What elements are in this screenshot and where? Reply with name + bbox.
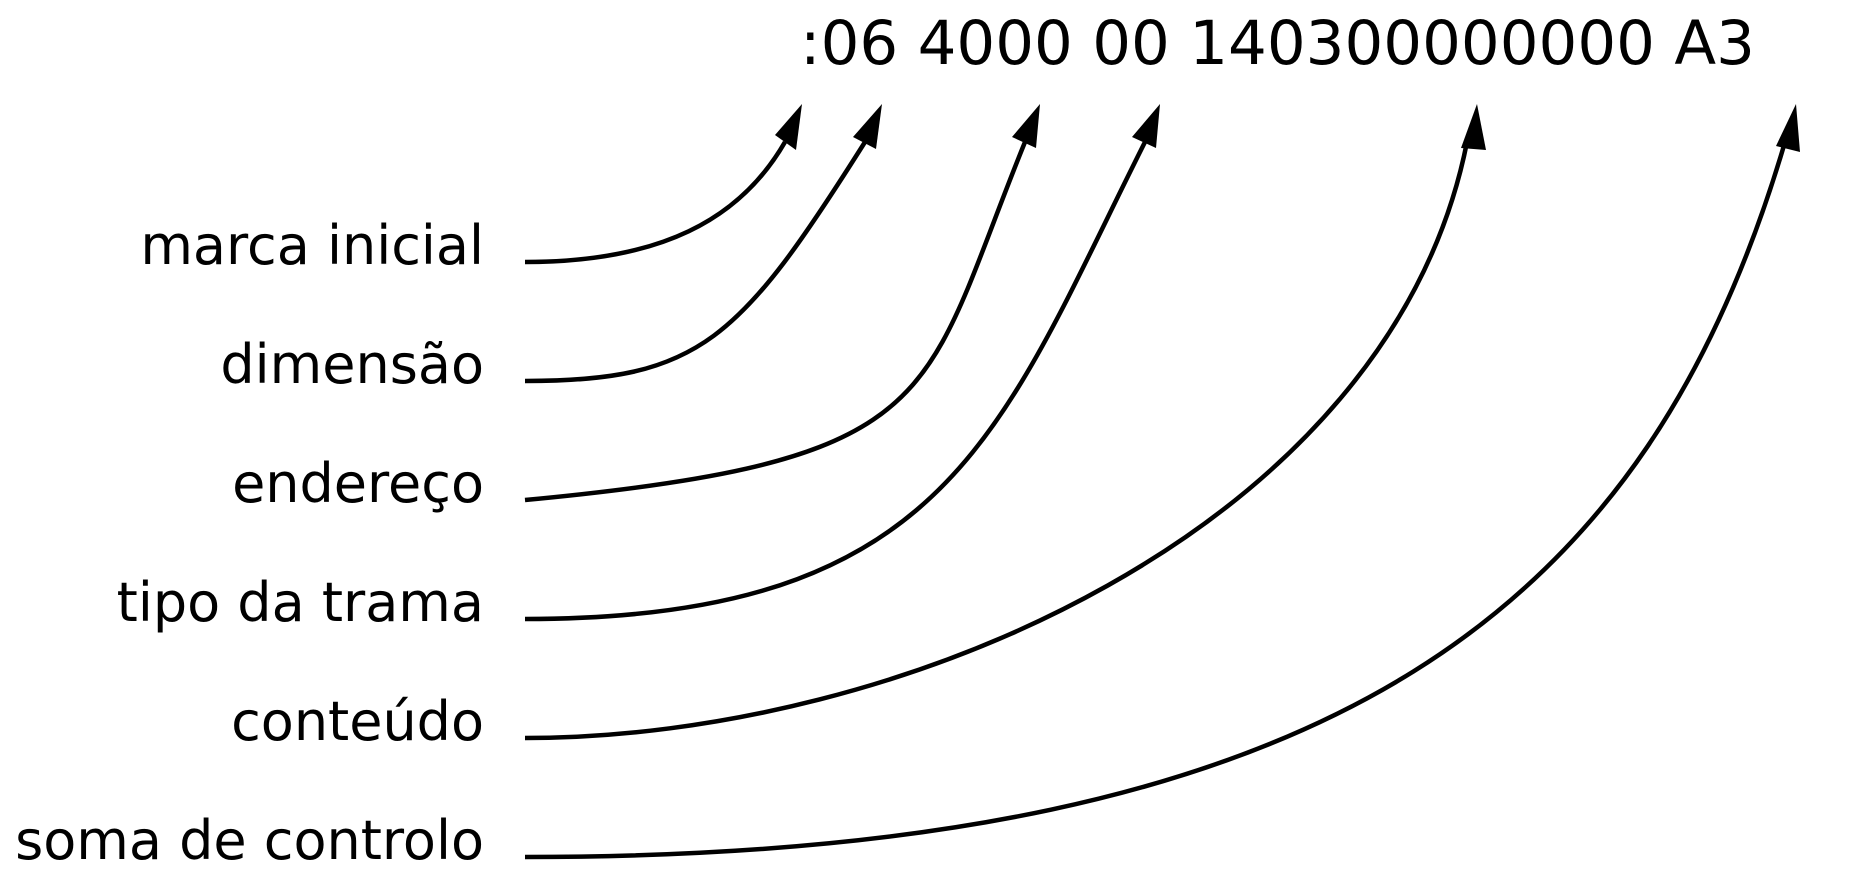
label-record-type: tipo da trama (117, 571, 484, 634)
record-type: 00 (1092, 8, 1170, 79)
label-length: dimensão (220, 333, 484, 396)
arrow-data (525, 104, 1486, 738)
label-data: conteúdo (231, 690, 484, 753)
label-address: endereço (232, 452, 484, 515)
label-checksum: soma de controlo (15, 809, 484, 870)
record-start-mark: : (800, 8, 821, 79)
hex-record: :06 4000 00 140300000000 A3 (800, 8, 1755, 79)
record-address: 4000 (918, 8, 1073, 79)
record-length: 06 (821, 8, 899, 79)
arrow-start-mark (525, 104, 802, 262)
record-data: 140300000000 (1189, 8, 1655, 79)
arrow-length (525, 104, 882, 381)
arrow-address (525, 104, 1040, 500)
label-start-mark: marca inicial (140, 214, 484, 277)
record-checksum: A3 (1674, 8, 1755, 79)
